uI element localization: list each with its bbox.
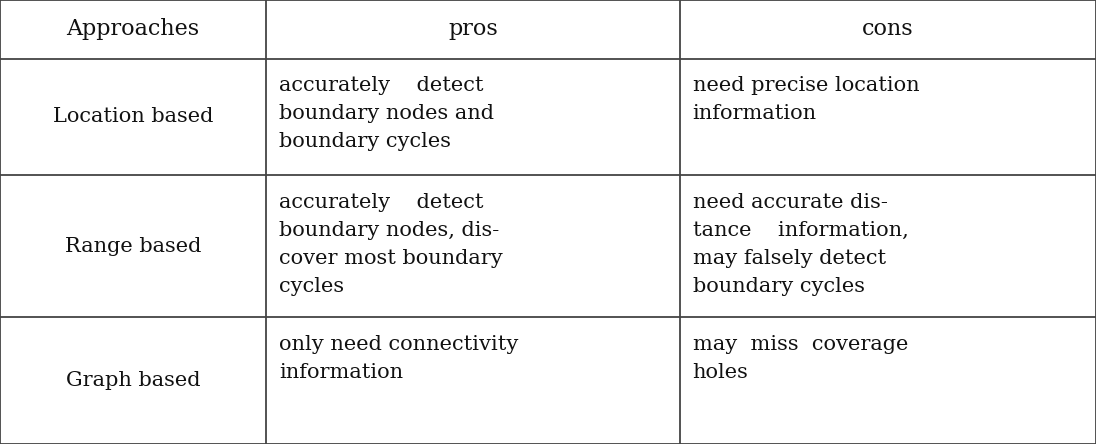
Text: cons: cons [861,18,914,40]
Text: Graph based: Graph based [66,371,201,390]
Text: need precise location
information: need precise location information [693,76,920,123]
Text: Location based: Location based [53,107,214,127]
Text: only need connectivity
information: only need connectivity information [279,335,518,382]
Text: may  miss  coverage
holes: may miss coverage holes [693,335,909,382]
Text: need accurate dis-
tance    information,
may falsely detect
boundary cycles: need accurate dis- tance information, ma… [693,193,909,296]
Text: Range based: Range based [65,237,202,256]
Text: Approaches: Approaches [67,18,199,40]
Text: accurately    detect
boundary nodes and
boundary cycles: accurately detect boundary nodes and bou… [279,76,494,151]
Text: pros: pros [448,18,498,40]
Text: accurately    detect
boundary nodes, dis-
cover most boundary
cycles: accurately detect boundary nodes, dis- c… [279,193,503,296]
